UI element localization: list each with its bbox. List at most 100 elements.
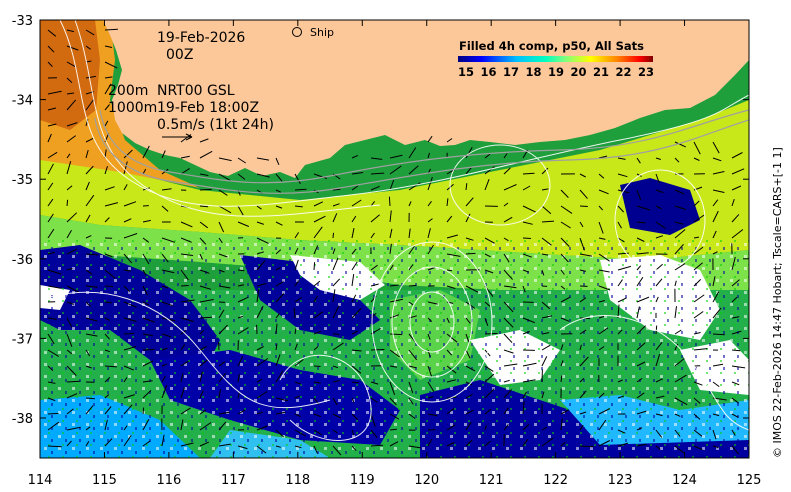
colorbar-tick-label: 20 bbox=[570, 65, 586, 79]
velocity-arrow bbox=[389, 154, 403, 159]
velocity-arrow bbox=[66, 317, 73, 328]
velocity-arrow bbox=[199, 285, 212, 290]
velocity-arrow bbox=[47, 333, 55, 345]
velocity-arrow bbox=[47, 412, 59, 415]
velocity-arrow bbox=[579, 237, 585, 251]
velocity-arrow bbox=[522, 391, 527, 399]
velocity-arrow bbox=[199, 150, 213, 159]
sst-band-yellow bbox=[40, 100, 749, 260]
velocity-arrow bbox=[313, 429, 322, 436]
velocity-arrow bbox=[712, 210, 719, 223]
velocity-arrow bbox=[123, 435, 132, 447]
velocity-arrow bbox=[712, 199, 719, 207]
velocity-arrow bbox=[693, 262, 703, 271]
velocity-arrow bbox=[427, 177, 433, 191]
velocity-arrow bbox=[503, 253, 510, 263]
velocity-arrow bbox=[731, 445, 740, 455]
velocity-arrow bbox=[256, 221, 264, 225]
velocity-arrow bbox=[313, 215, 326, 223]
velocity-arrow bbox=[617, 297, 627, 303]
velocity-arrow bbox=[598, 269, 610, 273]
depth-200-label: 200m bbox=[108, 83, 148, 99]
velocity-arrow bbox=[66, 229, 72, 239]
velocity-arrow bbox=[655, 413, 663, 417]
velocity-arrow bbox=[313, 365, 321, 367]
velocity-arrow bbox=[256, 345, 264, 351]
velocity-arrow bbox=[636, 306, 640, 319]
velocity-arrow bbox=[237, 315, 244, 319]
velocity-arrow bbox=[617, 252, 629, 255]
velocity-arrow bbox=[579, 445, 594, 448]
velocity-arrow bbox=[180, 285, 189, 287]
velocity-arrow bbox=[503, 202, 509, 207]
velocity-arrow bbox=[560, 296, 571, 303]
velocity-arrow bbox=[142, 219, 151, 223]
velocity-arrow bbox=[237, 269, 245, 272]
lat-tick-label: -34 bbox=[12, 94, 33, 109]
velocity-arrow bbox=[218, 157, 232, 162]
velocity-arrow bbox=[636, 427, 643, 431]
velocity-arrow bbox=[731, 381, 740, 386]
velocity-arrow bbox=[237, 373, 240, 383]
velocity-arrow bbox=[389, 210, 392, 223]
velocity-arrow bbox=[446, 138, 453, 143]
velocity-arrow bbox=[503, 301, 514, 313]
velocity-arrow bbox=[47, 61, 53, 67]
velocity-arrow bbox=[541, 167, 549, 175]
velocity-arrow bbox=[465, 183, 468, 191]
velocity-arrow bbox=[617, 329, 623, 335]
velocity-arrow bbox=[313, 445, 318, 454]
velocity-arrow bbox=[484, 179, 490, 191]
velocity-arrow bbox=[85, 181, 90, 191]
velocity-arrow bbox=[427, 266, 436, 271]
velocity-arrow bbox=[294, 328, 297, 335]
velocity-arrow bbox=[275, 281, 284, 287]
velocity-arrow bbox=[104, 377, 111, 383]
velocity-arrow bbox=[427, 439, 433, 447]
velocity-arrow bbox=[731, 152, 743, 159]
velocity-arrow bbox=[408, 147, 417, 159]
velocity-arrow bbox=[104, 438, 113, 447]
velocity-arrow bbox=[256, 283, 267, 287]
velocity-arrow bbox=[123, 269, 131, 272]
velocity-arrow bbox=[47, 228, 55, 239]
velocity-arrow bbox=[446, 253, 461, 257]
velocity-arrow bbox=[598, 285, 611, 291]
velocity-arrow bbox=[104, 406, 112, 415]
velocity-arrow bbox=[104, 120, 109, 127]
velocity-arrow bbox=[256, 157, 270, 161]
velocity-arrow bbox=[199, 237, 207, 245]
colorbar-tick-label: 16 bbox=[480, 65, 496, 79]
velocity-arrow bbox=[674, 374, 687, 383]
velocity-arrow bbox=[712, 307, 722, 319]
velocity-arrow bbox=[351, 228, 355, 239]
velocity-arrow bbox=[712, 333, 725, 336]
velocity-arrow bbox=[313, 295, 319, 303]
velocity-arrow bbox=[712, 141, 720, 154]
velocity-arrow bbox=[522, 317, 535, 324]
velocity-arrow bbox=[598, 346, 605, 351]
colorbar-tick-label: 18 bbox=[525, 65, 541, 79]
velocity-arrow bbox=[85, 440, 90, 447]
velocity-arrow bbox=[522, 285, 526, 293]
velocity-arrow bbox=[47, 365, 54, 371]
velocity-arrow bbox=[370, 381, 379, 385]
velocity-arrow bbox=[484, 269, 494, 274]
velocity-arrow bbox=[560, 205, 573, 214]
velocity-arrow bbox=[237, 157, 246, 164]
velocity-arrow bbox=[237, 221, 249, 227]
velocity-arrow bbox=[503, 216, 513, 223]
velocity-arrow bbox=[275, 411, 286, 415]
velocity-arrow bbox=[712, 251, 718, 255]
velocity-arrow bbox=[104, 166, 108, 175]
eddy-contour-2 bbox=[391, 266, 473, 378]
velocity-arrow bbox=[313, 201, 324, 207]
velocity-arrow bbox=[313, 262, 316, 271]
velocity-arrow bbox=[408, 284, 417, 287]
velocity-arrow bbox=[332, 289, 336, 303]
velocity-arrow bbox=[142, 237, 150, 243]
velocity-arrow bbox=[161, 188, 172, 191]
velocity-arrow bbox=[560, 344, 564, 351]
velocity-arrow bbox=[218, 173, 231, 182]
velocity-arrow bbox=[541, 237, 552, 246]
